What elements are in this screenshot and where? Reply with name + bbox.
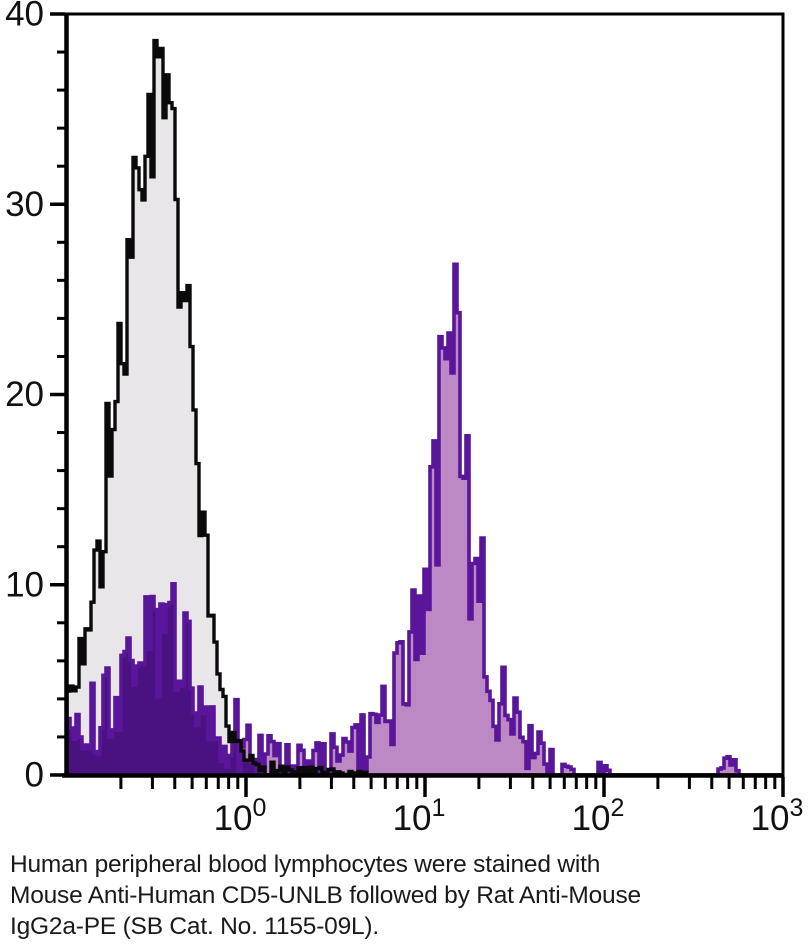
x-tick-label: 101 bbox=[393, 794, 446, 838]
x-tick-label: 102 bbox=[572, 794, 625, 838]
x-tick-label: 103 bbox=[751, 794, 804, 838]
figure-caption: Human peripheral blood lymphocytes were … bbox=[10, 849, 770, 942]
y-tick-label: 0 bbox=[25, 756, 44, 795]
y-tick-label: 20 bbox=[5, 375, 44, 414]
overlap-region-fill bbox=[67, 583, 783, 775]
caption-line-3: IgG2a-PE (SB Cat. No. 1155-09L). bbox=[10, 913, 379, 940]
x-tick-label: 100 bbox=[214, 794, 267, 838]
caption-line-1: Human peripheral blood lymphocytes were … bbox=[10, 851, 601, 878]
stained-histogram-outline bbox=[65, 262, 783, 777]
y-tick-label: 40 bbox=[5, 0, 44, 34]
y-tick-label: 30 bbox=[5, 185, 44, 224]
y-tick-label: 10 bbox=[5, 565, 44, 604]
histogram-chart: 0 10 20 30 40 100 101 102 103 bbox=[5, 0, 804, 838]
caption-line-2: Mouse Anti-Human CD5-UNLB followed by Ra… bbox=[10, 882, 641, 909]
